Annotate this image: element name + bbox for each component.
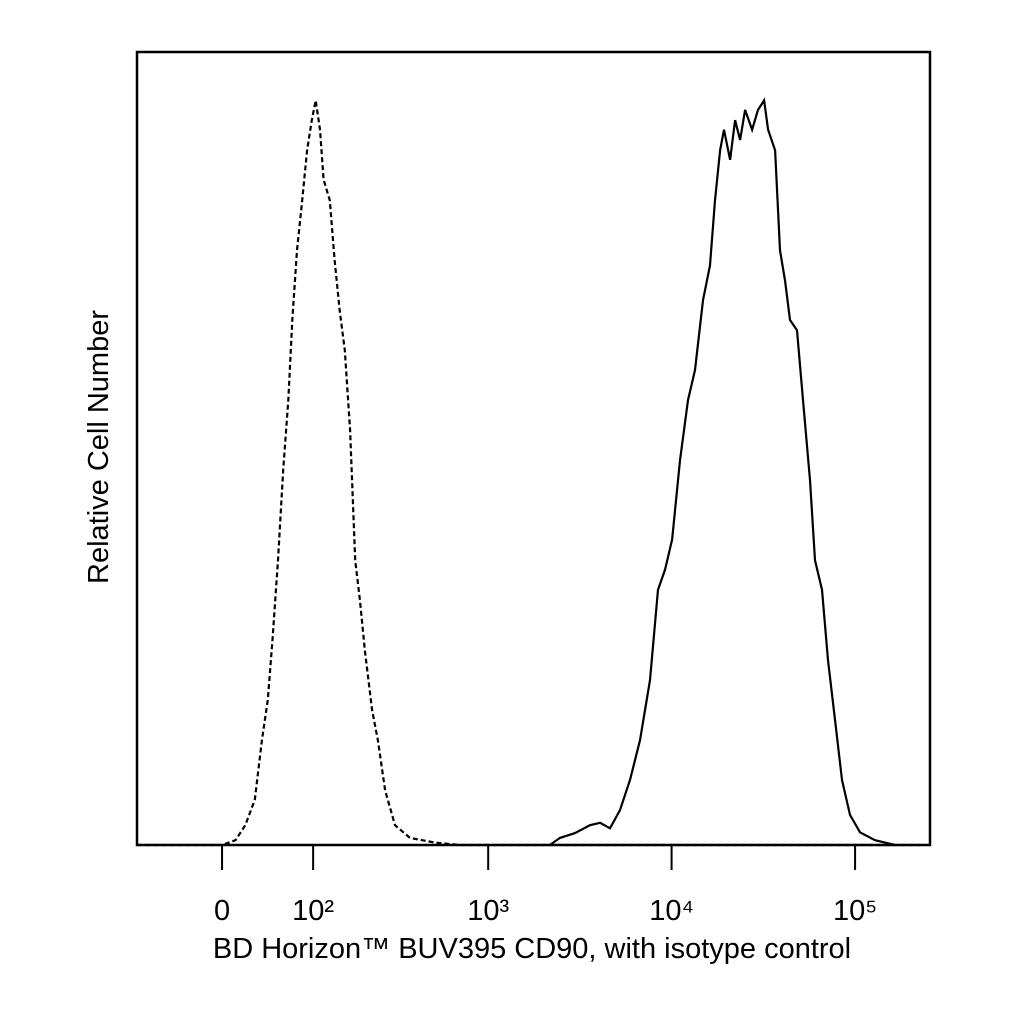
- x-axis-title: BD Horizon™ BUV395 CD90, with isotype co…: [213, 933, 851, 965]
- x-tick-label: 10⁵: [833, 895, 877, 927]
- histogram-line: [549, 97, 896, 847]
- plot-frame: [135, 50, 932, 847]
- x-tick-label: 10⁴: [649, 895, 694, 927]
- x-tick-label: 10²: [292, 895, 334, 927]
- x-tick-label: 10³: [467, 895, 509, 927]
- y-axis-title: Relative Cell Number: [83, 310, 115, 584]
- x-tick-label: 0: [214, 895, 230, 927]
- histogram-line: [137, 100, 921, 847]
